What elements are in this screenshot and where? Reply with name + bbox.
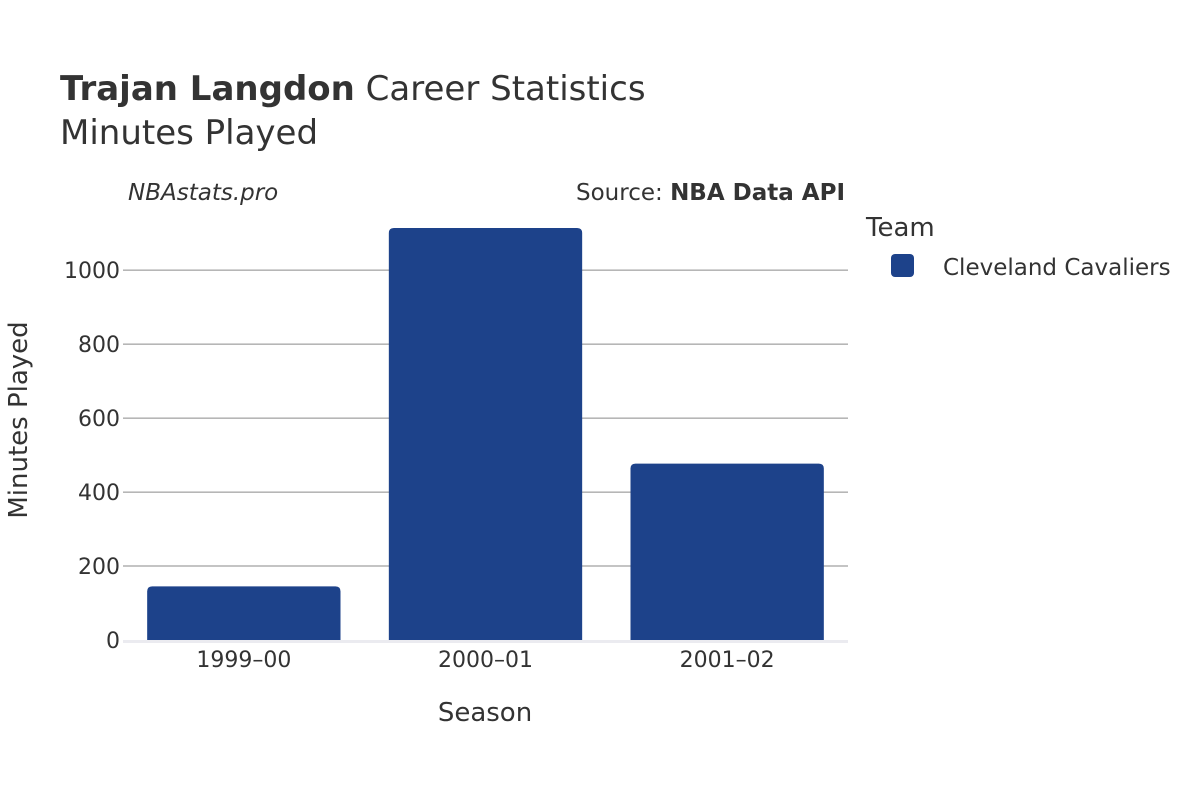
- y-tick-label: 600: [78, 407, 120, 432]
- source-name: NBA Data API: [670, 180, 845, 206]
- x-tick-label: 2001–02: [680, 648, 775, 673]
- x-axis-ticks: 1999–00 2000–01 2001–02: [196, 648, 774, 673]
- chart-subtitle: Minutes Played: [60, 113, 318, 153]
- bars: [147, 228, 824, 640]
- y-tick-label: 200: [78, 555, 120, 580]
- legend-title: Team: [865, 213, 935, 243]
- source-credit: Source: NBA Data API: [576, 180, 845, 206]
- watermark: NBAstats.pro: [128, 180, 278, 206]
- chart-title: Trajan Langdon Career Statistics: [60, 69, 646, 109]
- legend-swatch-cleveland-cavaliers: [891, 254, 914, 277]
- y-tick-label: 1000: [64, 259, 120, 284]
- title-player-name: Trajan Langdon: [60, 69, 355, 109]
- legend-label-cleveland-cavaliers: Cleveland Cavaliers: [943, 255, 1171, 281]
- y-tick-label: 0: [106, 629, 120, 654]
- y-axis-title: Minutes Played: [4, 321, 34, 518]
- y-tick-label: 400: [78, 481, 120, 506]
- bar-2001–02[interactable]: [630, 463, 824, 640]
- y-axis-ticks: 0 200 400 600 800 1000: [64, 259, 120, 654]
- legend: Team Cleveland Cavaliers: [865, 213, 1171, 281]
- bar-2000–01[interactable]: [388, 228, 583, 640]
- x-axis-title: Season: [438, 698, 532, 728]
- y-tick-label: 800: [78, 333, 120, 358]
- title-rest: Career Statistics: [355, 69, 646, 109]
- bar-1999–00[interactable]: [147, 586, 341, 640]
- x-tick-label: 2000–01: [438, 648, 533, 673]
- x-tick-label: 1999–00: [196, 648, 291, 673]
- source-prefix: Source:: [576, 180, 670, 206]
